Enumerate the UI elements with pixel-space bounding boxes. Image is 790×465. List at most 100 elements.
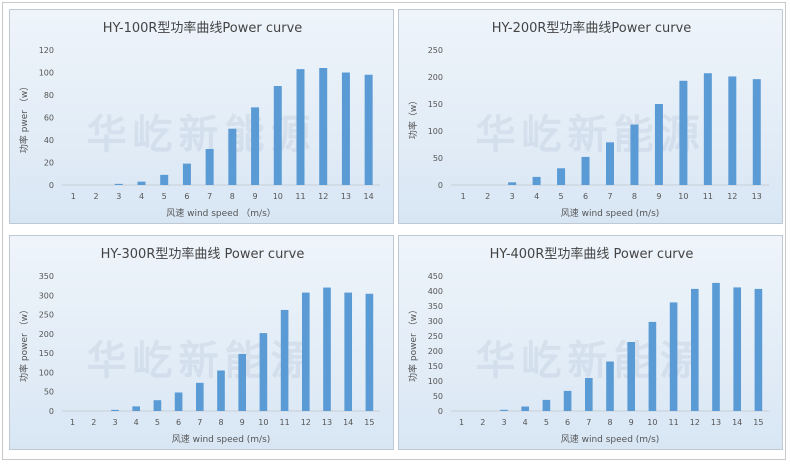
- x-tick-label: 8: [218, 418, 223, 427]
- chart-title: HY-400R型功率曲线 Power curve: [490, 246, 694, 262]
- y-tick-label: 0: [438, 407, 443, 416]
- bar: [703, 73, 712, 185]
- bar: [584, 378, 593, 411]
- x-tick-label: 11: [280, 418, 290, 427]
- bar: [563, 390, 572, 411]
- x-axis-title: 风速 wind speed (m/s): [172, 434, 271, 445]
- bar: [228, 128, 237, 185]
- bar: [627, 342, 636, 411]
- y-tick-label: 250: [428, 332, 443, 341]
- y-tick-label: 50: [44, 388, 54, 397]
- x-tick-label: 2: [485, 192, 490, 201]
- x-tick-label: 4: [523, 418, 528, 427]
- bar: [280, 309, 289, 411]
- y-tick-label: 50: [433, 154, 443, 163]
- x-tick-label: 2: [91, 418, 96, 427]
- chart-title: HY-100R型功率曲线Power curve: [103, 20, 303, 36]
- y-axis-title: 功率 power （w）: [407, 305, 419, 382]
- bar: [205, 149, 214, 185]
- y-tick-label: 0: [49, 181, 54, 190]
- bar: [690, 288, 699, 411]
- y-axis-title: 功率 pwer （w）: [18, 82, 30, 153]
- x-tick-label: 7: [586, 418, 591, 427]
- x-tick-label: 15: [753, 418, 763, 427]
- y-tick-label: 100: [39, 69, 54, 78]
- y-tick-label: 100: [428, 127, 443, 136]
- x-tick-label: 9: [240, 418, 245, 427]
- bar: [344, 292, 353, 411]
- chart-title: HY-300R型功率曲线 Power curve: [101, 246, 305, 262]
- y-axis-title: 功率（w）: [407, 96, 419, 139]
- bar: [364, 74, 373, 185]
- bar: [273, 86, 282, 185]
- y-tick-label: 80: [44, 91, 54, 100]
- x-tick-label: 14: [364, 192, 374, 201]
- y-tick-label: 50: [433, 392, 443, 401]
- x-tick-label: 14: [343, 418, 353, 427]
- bar: [521, 406, 530, 411]
- x-tick-label: 10: [273, 192, 283, 201]
- x-tick-label: 3: [112, 418, 117, 427]
- x-tick-label: 1: [70, 418, 75, 427]
- y-tick-label: 120: [39, 46, 54, 55]
- x-tick-label: 13: [752, 192, 762, 201]
- x-tick-label: 11: [669, 418, 679, 427]
- chart-title: HY-200R型功率曲线Power curve: [492, 20, 692, 36]
- y-tick-label: 300: [39, 291, 54, 300]
- x-tick-label: 4: [134, 418, 139, 427]
- x-tick-label: 3: [510, 192, 515, 201]
- x-tick-label: 8: [230, 192, 235, 201]
- bar: [217, 370, 225, 411]
- x-tick-label: 2: [480, 418, 485, 427]
- bar: [630, 124, 639, 185]
- bar: [323, 287, 331, 411]
- bar: [754, 288, 763, 411]
- x-tick-label: 4: [139, 192, 144, 201]
- chart-svg-hy300r: HY-300R型功率曲线 Power curve 0 50 100 150 200 250 3…: [18, 246, 380, 445]
- x-tick-label: 2: [94, 192, 99, 201]
- y-tick-label: 200: [428, 347, 443, 356]
- bar: [153, 400, 162, 411]
- x-tick-label: 11: [703, 192, 713, 201]
- bar: [733, 287, 742, 411]
- y-tick-label: 150: [39, 349, 54, 358]
- x-tick-label: 14: [732, 418, 742, 427]
- bar: [532, 176, 541, 185]
- x-tick-label: 9: [629, 418, 634, 427]
- x-axis-title: 风速 wind speed (m/s): [561, 434, 660, 445]
- x-tick-label: 8: [632, 192, 637, 201]
- y-tick-label: 150: [428, 362, 443, 371]
- bar: [500, 409, 508, 411]
- x-tick-label: 12: [301, 418, 311, 427]
- x-tick-label: 10: [647, 418, 657, 427]
- bar: [648, 321, 657, 411]
- x-tick-label: 5: [155, 418, 160, 427]
- x-tick-label: 7: [197, 418, 202, 427]
- bar: [132, 406, 141, 411]
- bar: [114, 183, 123, 185]
- x-tick-label: 6: [176, 418, 181, 427]
- y-tick-label: 150: [428, 100, 443, 109]
- x-tick-label: 6: [184, 192, 189, 201]
- bar: [182, 163, 191, 185]
- bar: [679, 80, 688, 185]
- x-tick-label: 7: [207, 192, 212, 201]
- x-tick-label: 6: [583, 192, 588, 201]
- chart-svg-hy400r: HY-400R型功率曲线 Power curve 0 50 100 150 200 250 3…: [407, 246, 769, 445]
- y-tick-label: 200: [39, 330, 54, 339]
- x-tick-label: 13: [322, 418, 332, 427]
- x-axis-title: 风速 wind speed （m/s）: [166, 208, 276, 219]
- x-tick-label: 15: [364, 418, 374, 427]
- bar: [542, 399, 551, 411]
- chart-panel-hy300r: 华屹新能源 HY-300R型功率曲线 Power curve 0 50 100 150 2…: [9, 235, 394, 450]
- x-tick-label: 7: [607, 192, 612, 201]
- chart-panel-hy100r: 华屹新能源 HY-100R型功率曲线Power curve 0 20 40 60 80 10…: [9, 9, 394, 224]
- bar: [557, 168, 566, 185]
- chart-panel-hy400r: 华屹新能源 HY-400R型功率曲线 Power curve 0 50 100 150 2…: [398, 235, 783, 450]
- bar: [296, 69, 305, 185]
- bar: [111, 409, 119, 411]
- bar: [508, 182, 517, 185]
- bar: [341, 72, 350, 185]
- x-tick-label: 5: [544, 418, 549, 427]
